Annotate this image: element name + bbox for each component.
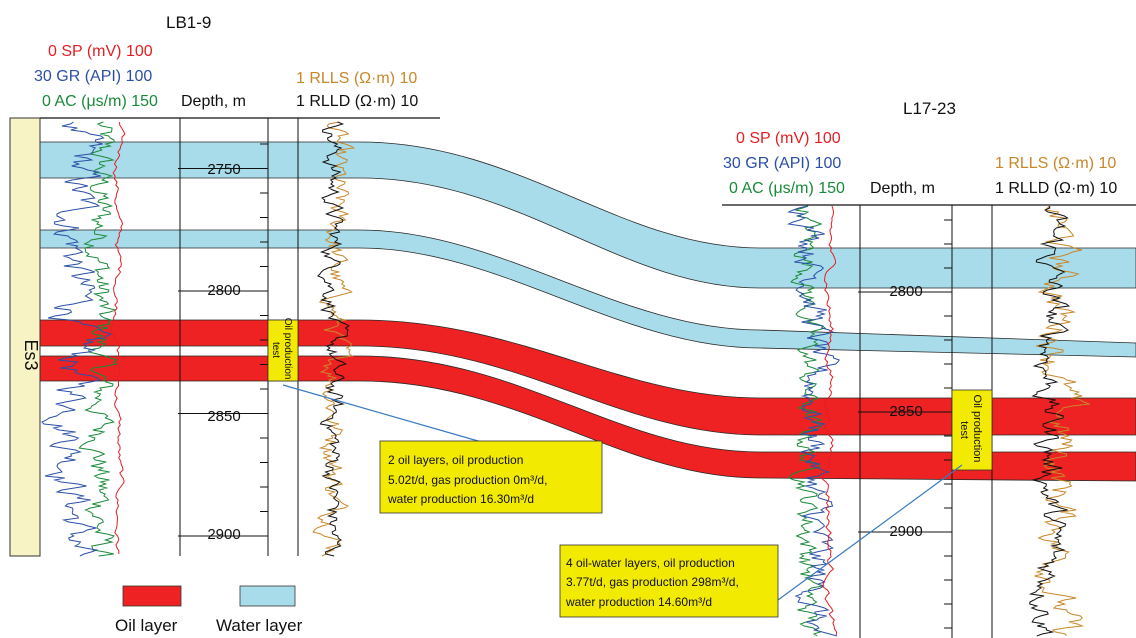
legend-oil-label: Oil layer [115, 616, 178, 635]
right-rlld-header: 1 RLLD (Ω·m) 10 [995, 180, 1117, 197]
right-depth-label-2800: 2800 [889, 283, 922, 300]
svg-text:Oil production test: Oil production test [270, 318, 293, 382]
right-test-tag-line2: test [958, 421, 970, 439]
right-rlls-header: 1 RLLS (Ω·m) 10 [995, 155, 1116, 172]
left-annotation-line3: water production 16.30m³/d [387, 492, 534, 506]
left-annotation-line2: 5.02t/d, gas production 0m³/d, [388, 473, 547, 487]
svg-text:Oil production test: Oil production test [958, 395, 983, 466]
left-ac-header: 0 AC (μs/m) 150 [42, 93, 158, 110]
left-depth-label-2800: 2800 [207, 282, 240, 299]
water-band-lower [39, 229, 1136, 358]
right-annotation-line3: water production 14.60m³/d [565, 595, 712, 609]
left-sp-header: 0 SP (mV) 100 [48, 43, 153, 60]
water-band-upper [39, 141, 1136, 289]
left-depth-header: Depth, m [181, 93, 246, 110]
left-test-tag-line2: test [270, 342, 281, 358]
correlation-bands [39, 141, 1136, 482]
left-gr-curve [41, 121, 113, 557]
right-depth-label-2900: 2900 [889, 523, 922, 540]
right-ac-header: 0 AC (μs/m) 150 [729, 180, 845, 197]
right-sp-header: 0 SP (mV) 100 [736, 130, 841, 147]
left-depth-track: 2750 2800 2850 2900 [178, 118, 299, 556]
left-annotation-line1: 2 oil layers, oil production [388, 453, 523, 467]
left-depth-label-2900: 2900 [207, 526, 240, 543]
legend-oil-swatch [122, 585, 182, 607]
left-depth-label-2750: 2750 [207, 161, 240, 178]
left-annotation-box: 2 oil layers, oil production 5.02t/d, ga… [379, 440, 603, 514]
oil-band-lower [39, 355, 1136, 482]
left-test-tag: Oil production test [267, 318, 299, 382]
legend-water-swatch [239, 585, 296, 607]
left-annotation-leader [282, 384, 493, 446]
right-ac-curve [788, 205, 827, 637]
right-rlld-curve [1028, 205, 1071, 637]
left-sp-curve [110, 121, 126, 555]
legend-water-label: Water layer [216, 616, 303, 635]
formation-label: Es3 [21, 339, 41, 370]
formation-column [9, 117, 41, 557]
right-depth-track: 2800 2850 2900 [858, 205, 993, 638]
left-rlls-header: 1 RLLS (Ω·m) 10 [296, 70, 417, 87]
right-annotation-leader [777, 464, 963, 601]
right-test-tag: Oil production test [951, 389, 993, 471]
left-rlls-curve [312, 121, 356, 557]
right-annotation-line1: 4 oil-water layers, oil production [566, 556, 735, 570]
left-depth-label-2850: 2850 [207, 408, 240, 425]
left-gr-header: 30 GR (API) 100 [34, 68, 152, 85]
right-gr-curve [786, 205, 840, 637]
right-well-name: L17-23 [903, 99, 956, 118]
right-annotation-box: 4 oil-water layers, oil production 3.77t… [559, 544, 779, 618]
legend: Oil layer Water layer [115, 585, 303, 635]
right-depth-label-2850: 2850 [889, 403, 922, 420]
left-test-tag-line1: Oil production [282, 318, 293, 380]
right-test-tag-line1: Oil production [971, 395, 983, 463]
right-depth-header: Depth, m [870, 180, 935, 197]
oil-band-upper [39, 319, 1136, 436]
left-rlld-header: 1 RLLD (Ω·m) 10 [296, 93, 418, 110]
left-well-name: LB1-9 [166, 13, 211, 32]
left-rlld-curve [317, 121, 350, 557]
right-annotation-line2: 3.77t/d, gas production 298m³/d, [566, 575, 739, 589]
right-gr-header: 30 GR (API) 100 [723, 155, 841, 172]
left-ac-curve [78, 121, 119, 557]
